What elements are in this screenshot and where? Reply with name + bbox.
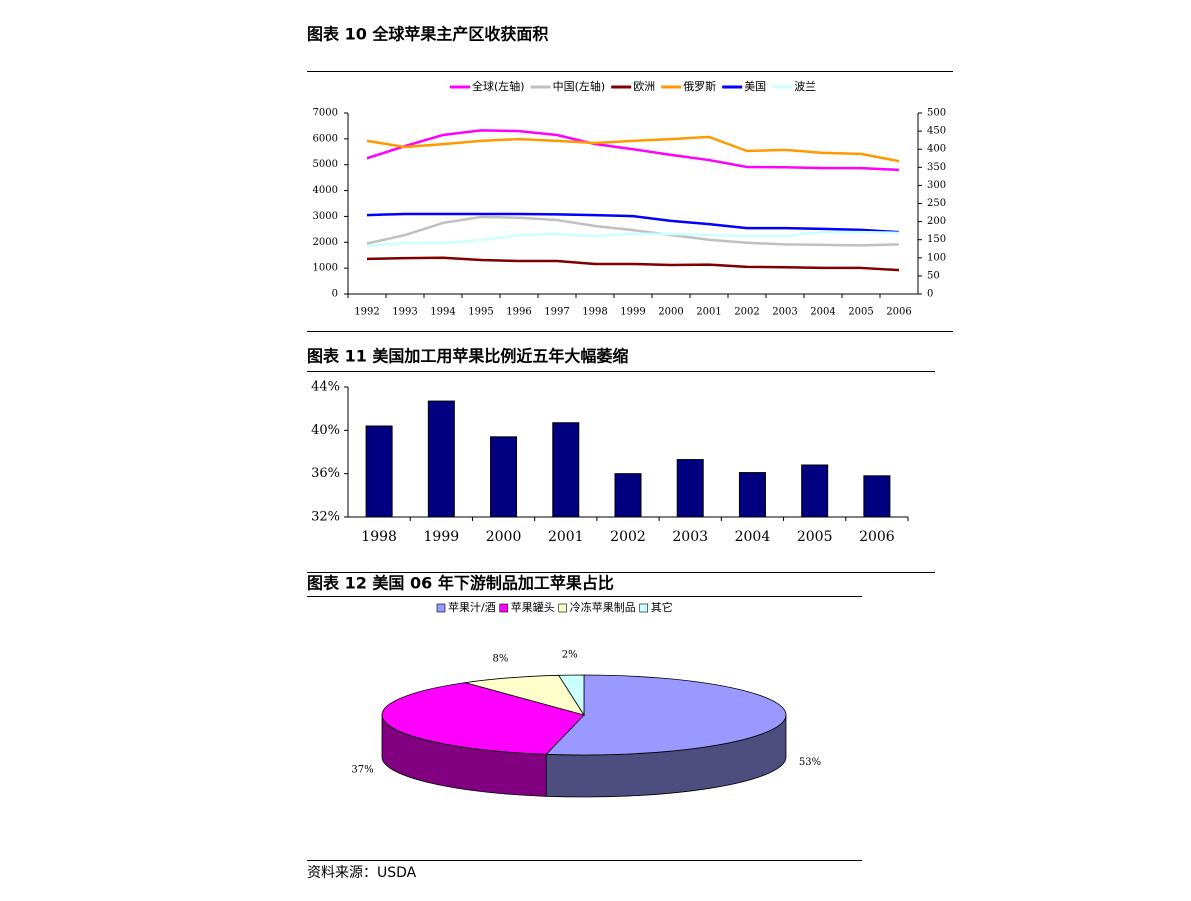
series-line [366, 256, 900, 272]
chart-title: 图表 12 美国 06 年下游制品加工苹果占比 [307, 574, 614, 593]
y2-tick-label: 350 [927, 162, 946, 173]
series-line [366, 135, 900, 163]
x-tick-label: 2002 [734, 307, 759, 318]
y-tick-label: 7000 [313, 108, 338, 119]
bar [801, 464, 829, 518]
legend-swatch [436, 603, 446, 613]
x-tick-label: 2001 [548, 529, 584, 545]
chart-title: 图表 11 美国加工用苹果比例近五年大幅萎缩 [307, 347, 628, 366]
y2-tick-label: 400 [927, 144, 946, 155]
data-label: 53% [799, 757, 821, 768]
y-tick-label: 0 [332, 289, 338, 300]
x-tick-label: 2005 [848, 307, 873, 318]
y-tick-label: 40% [311, 423, 340, 438]
y-tick-label: 5000 [313, 159, 338, 170]
bar [614, 473, 642, 518]
data-label: 2% [562, 650, 578, 661]
legend-swatch [558, 603, 568, 613]
legend-label: 冷冻苹果制品 [570, 600, 636, 614]
legend-label: 其它 [651, 600, 673, 614]
data-label: 37% [351, 765, 373, 776]
x-tick-label: 1998 [361, 529, 397, 545]
legend-label: 美国 [744, 80, 766, 93]
bar [365, 425, 393, 518]
legend-label: 全球(左轴) [472, 79, 525, 93]
legend-label: 苹果汁/酒 [448, 600, 496, 614]
y2-tick-label: 150 [927, 234, 946, 245]
series-line [366, 212, 900, 234]
bar [490, 436, 518, 518]
bar [552, 422, 580, 518]
y-tick-label: 36% [311, 466, 340, 481]
data-label: 8% [492, 654, 508, 665]
x-tick-label: 2006 [859, 529, 895, 545]
x-tick-label: 2000 [486, 529, 522, 545]
legend-label: 中国(左轴) [553, 79, 606, 93]
y2-tick-label: 0 [927, 289, 933, 300]
y2-tick-label: 200 [927, 216, 946, 227]
legend-label: 苹果罐头 [511, 600, 555, 614]
y2-tick-label: 300 [927, 180, 946, 191]
legend-swatch [499, 603, 509, 613]
x-tick-label: 1997 [544, 307, 569, 318]
bar [427, 400, 455, 518]
x-tick-label: 1994 [430, 307, 455, 318]
pie-slice [465, 674, 585, 716]
legend-label: 波兰 [794, 80, 816, 93]
y2-tick-label: 500 [927, 108, 946, 119]
pie-slice [557, 674, 585, 717]
series-line [366, 129, 900, 172]
x-tick-label: 2004 [735, 529, 771, 545]
pie-slice [545, 674, 787, 756]
bar [738, 472, 766, 518]
x-tick-label: 2002 [610, 529, 646, 545]
y-tick-label: 3000 [313, 211, 338, 222]
y2-tick-label: 50 [927, 270, 940, 281]
pie-slice [381, 682, 585, 755]
legend-label: 欧洲 [633, 80, 655, 93]
x-tick-label: 2005 [797, 529, 833, 545]
series-line [366, 230, 900, 248]
bar [676, 459, 704, 518]
y-tick-label: 32% [311, 510, 340, 525]
x-tick-label: 1999 [424, 529, 460, 545]
x-tick-label: 1999 [620, 307, 645, 318]
y-tick-label: 1000 [313, 263, 338, 274]
x-tick-label: 1998 [582, 307, 607, 318]
x-tick-label: 2001 [696, 307, 721, 318]
legend-swatch [639, 603, 649, 613]
x-tick-label: 2003 [672, 529, 708, 545]
x-tick-label: 2000 [658, 307, 683, 318]
source-note: 资料来源：USDA [307, 865, 417, 881]
chart-title: 图表 10 全球苹果主产区收获面积 [307, 25, 548, 44]
x-tick-label: 1992 [354, 307, 379, 318]
x-tick-label: 1993 [392, 307, 417, 318]
y-tick-label: 2000 [313, 237, 338, 248]
x-tick-label: 2006 [886, 307, 911, 318]
y2-tick-label: 100 [927, 252, 946, 263]
x-tick-label: 2003 [772, 307, 797, 318]
y-tick-label: 4000 [313, 185, 338, 196]
y2-tick-label: 250 [927, 198, 946, 209]
y-tick-label: 6000 [313, 133, 338, 144]
series-line [366, 215, 900, 247]
x-tick-label: 2004 [810, 307, 835, 318]
y2-tick-label: 450 [927, 126, 946, 137]
legend-label: 俄罗斯 [683, 80, 716, 93]
y-tick-label: 44% [311, 380, 340, 395]
x-tick-label: 1995 [468, 307, 493, 318]
bar [863, 475, 891, 518]
x-tick-label: 1996 [506, 307, 531, 318]
